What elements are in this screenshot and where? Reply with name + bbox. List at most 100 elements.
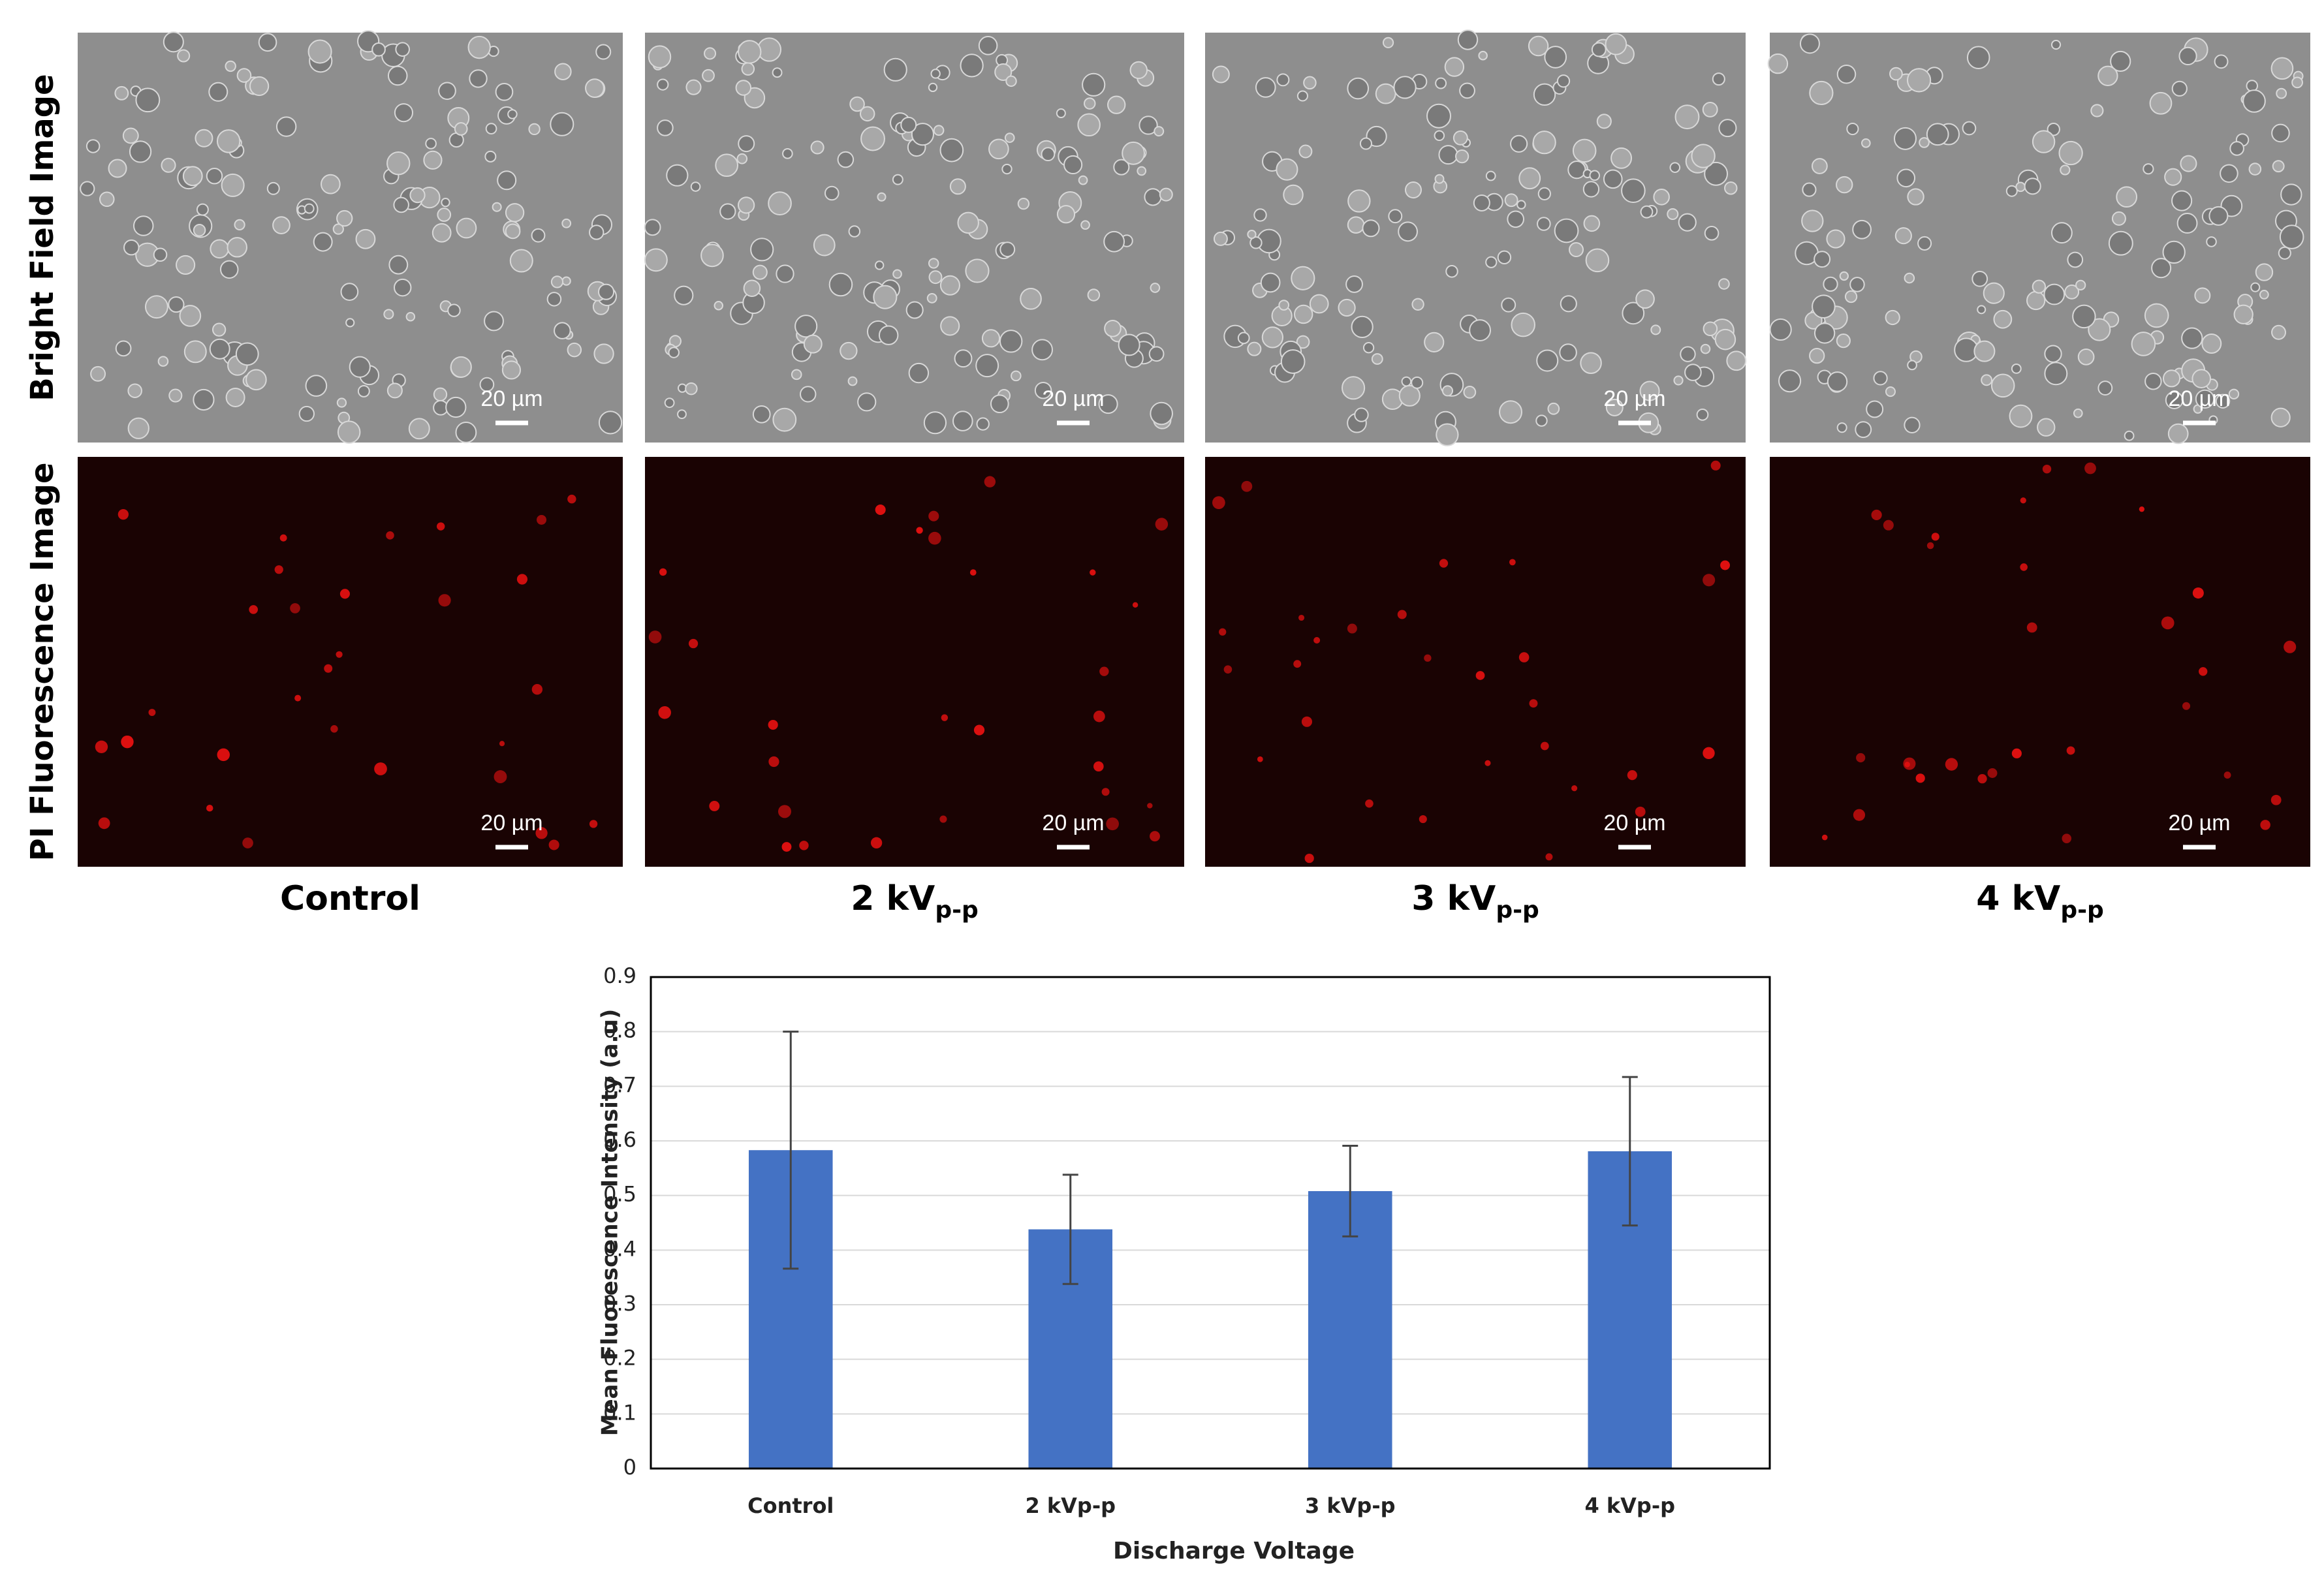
cell: [999, 330, 1023, 353]
cell: [857, 392, 877, 412]
cell-spot: [768, 719, 778, 730]
cell: [744, 87, 766, 109]
cell: [702, 69, 715, 82]
cell: [216, 129, 241, 153]
cell: [388, 255, 409, 275]
cell-spot: [1132, 602, 1138, 608]
cell: [336, 397, 347, 408]
cell: [1382, 37, 1394, 48]
scale-bar-label: 20 µm: [1042, 811, 1104, 835]
cell: [168, 388, 183, 403]
cell-spot: [2062, 833, 2072, 843]
cell: [1591, 42, 1607, 57]
cell-spot: [330, 725, 338, 733]
cell: [1904, 272, 1915, 284]
cell: [1511, 312, 1535, 337]
cell: [2229, 141, 2244, 156]
cell: [1276, 158, 1298, 181]
cell: [1359, 137, 1372, 150]
cell: [1347, 216, 1365, 234]
cell-spot: [1424, 654, 1432, 662]
cell: [123, 239, 140, 256]
cell: [1103, 230, 1125, 253]
cell: [1213, 231, 1228, 246]
cell: [939, 138, 964, 163]
cell-spot: [1313, 636, 1321, 644]
cell: [1714, 328, 1736, 350]
cell: [332, 223, 344, 235]
cell: [2272, 160, 2285, 173]
cell: [157, 356, 169, 367]
cell: [210, 239, 229, 259]
fluorescence-image: [1770, 457, 2310, 867]
cell-spot: [95, 740, 108, 753]
cell: [1537, 217, 1551, 231]
cell: [933, 125, 945, 136]
cell: [1426, 103, 1452, 129]
cell: [1537, 187, 1551, 200]
cell-spot: [1093, 710, 1105, 723]
cell: [2151, 258, 2172, 279]
cell: [905, 301, 924, 319]
cell-spot: [2199, 667, 2208, 676]
cell-spot: [2223, 771, 2231, 779]
cell: [1556, 74, 1571, 88]
cell: [2233, 304, 2253, 324]
cell: [978, 36, 998, 55]
cell: [738, 135, 755, 153]
cell: [531, 228, 546, 243]
cell: [685, 79, 702, 95]
column-label: 2 kVp-p: [851, 879, 979, 924]
cell: [1260, 272, 1281, 293]
cell: [258, 33, 277, 52]
column-label: Control: [280, 879, 420, 918]
cell: [666, 164, 689, 187]
cell: [2201, 334, 2222, 354]
cell: [736, 153, 748, 164]
cell: [86, 139, 101, 153]
cell: [1532, 131, 1556, 155]
cell: [2191, 369, 2212, 389]
cell: [1485, 256, 1498, 268]
cell-spot: [290, 603, 300, 614]
cell: [1504, 193, 1518, 208]
scale-bar-label: 20 µm: [480, 811, 542, 835]
cell: [1278, 300, 1290, 311]
cell-spot: [374, 762, 387, 775]
cell-spot: [2026, 622, 2037, 633]
scale-bar-label: 20 µm: [480, 386, 542, 411]
cell: [1993, 309, 2013, 329]
cell: [2058, 140, 2083, 166]
cell: [484, 150, 497, 163]
cell-spot: [2084, 462, 2096, 474]
cell: [1724, 181, 1738, 195]
cell: [445, 396, 467, 418]
cell-spot: [1545, 853, 1553, 861]
cell: [2171, 80, 2188, 97]
cell: [743, 279, 761, 298]
cell: [227, 237, 247, 258]
cell: [467, 35, 491, 59]
cell: [1237, 332, 1250, 345]
cell: [484, 311, 504, 332]
cell-spot: [2182, 702, 2191, 710]
cell: [2259, 290, 2269, 300]
cell: [657, 78, 669, 91]
cell-spot: [242, 837, 253, 848]
cell: [133, 215, 154, 236]
cell: [883, 57, 907, 82]
cell: [2255, 263, 2274, 281]
cell: [1444, 57, 1465, 77]
cell: [507, 109, 518, 119]
cell: [2108, 230, 2133, 256]
cell: [1485, 170, 1496, 181]
cell: [1347, 77, 1370, 100]
cell: [990, 394, 1009, 414]
cell-spot: [1540, 741, 1549, 751]
cell: [752, 264, 768, 280]
cell: [1478, 50, 1488, 61]
cell: [2181, 327, 2203, 349]
cell: [469, 69, 488, 88]
cell-spot: [1365, 799, 1374, 808]
cell: [1691, 144, 1716, 168]
